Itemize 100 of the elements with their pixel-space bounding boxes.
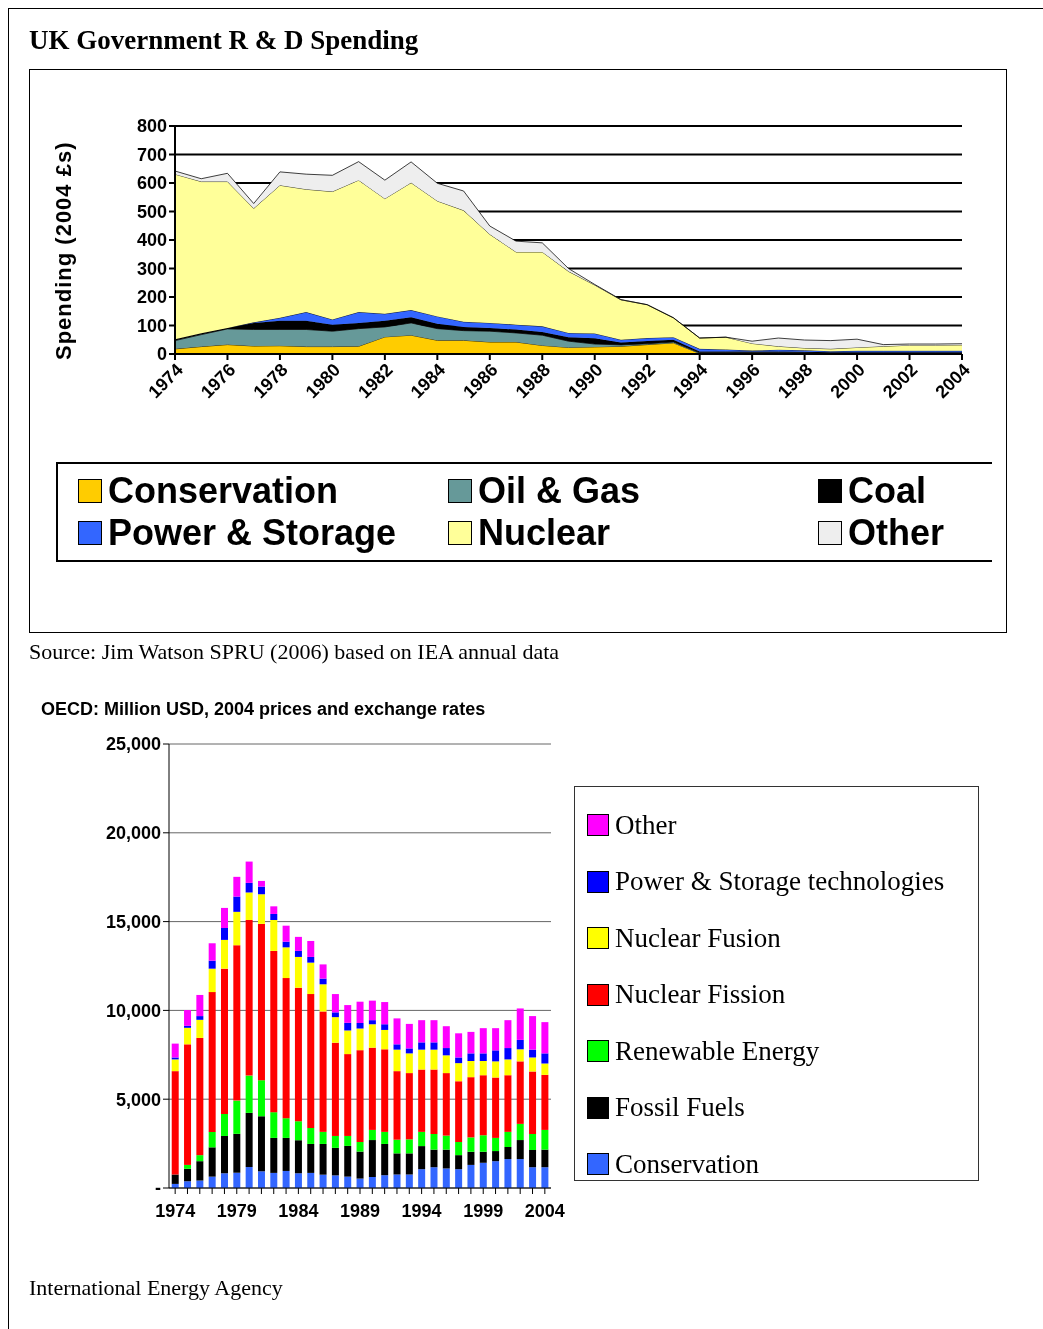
bar: [184, 1168, 192, 1182]
bar: [307, 994, 315, 1128]
bar: [455, 1033, 463, 1058]
bar: [479, 1151, 487, 1163]
bar: [221, 1113, 228, 1136]
bar: [307, 1143, 315, 1173]
x-tick-label: 1989: [339, 1200, 381, 1221]
source-note: Source: Jim Watson SPRU (2006) based on IEA annual data: [29, 639, 560, 665]
bar: [356, 1023, 364, 1029]
bar: [221, 1173, 228, 1188]
legend-label: Conservation: [108, 470, 339, 512]
bar: [257, 1080, 265, 1117]
bar: [221, 1135, 228, 1174]
bar: [492, 1137, 500, 1152]
bar: [405, 1053, 413, 1074]
bar: [319, 1174, 327, 1188]
bar: [492, 1050, 500, 1062]
bar: [196, 994, 204, 1017]
bar: [257, 923, 265, 1081]
bar: [430, 1049, 438, 1070]
bar: [208, 968, 216, 993]
bar: [270, 1137, 278, 1173]
bar: [442, 1055, 450, 1074]
bar: [282, 1118, 290, 1138]
y-tick-label: 5,000: [115, 1089, 161, 1110]
bar: [307, 956, 315, 963]
bar: [393, 1018, 401, 1045]
bar: [405, 1023, 413, 1049]
bar: [430, 1020, 438, 1043]
bar: [233, 1172, 241, 1188]
bar: [504, 1048, 512, 1060]
legend-label: Nuclear Fission: [615, 979, 786, 1011]
bar: [356, 1028, 364, 1051]
bar: [184, 1027, 192, 1045]
bar: [541, 1063, 549, 1075]
bar: [245, 920, 253, 1076]
bar: [442, 1168, 450, 1188]
bar: [479, 1162, 487, 1188]
bar: [393, 1139, 401, 1154]
legend-label: Coal: [848, 470, 927, 512]
bar: [344, 1054, 352, 1136]
bar: [418, 1049, 426, 1070]
bar: [221, 968, 228, 1114]
bar: [307, 962, 315, 995]
bar: [479, 1053, 487, 1062]
bar: [455, 1063, 463, 1082]
bar: [529, 1071, 537, 1135]
bar: [331, 1042, 339, 1136]
bar: [368, 1024, 376, 1048]
bar: [294, 950, 302, 957]
bar: [307, 940, 315, 957]
bar: [282, 925, 290, 942]
bar: [442, 1149, 450, 1169]
bar: [529, 1016, 537, 1050]
bar: [344, 1022, 352, 1031]
bar: [184, 1164, 192, 1169]
legend-label: Nuclear: [478, 512, 611, 554]
bar: [479, 1135, 487, 1152]
bar: [171, 1174, 179, 1184]
bar: [294, 1140, 302, 1174]
bar: [221, 939, 228, 969]
bar: [208, 1131, 216, 1148]
bar: [492, 1061, 500, 1078]
legend-label: Fossil Fuels: [615, 1092, 745, 1124]
bar: [529, 1134, 537, 1150]
bar: [504, 1020, 512, 1049]
bar: [208, 960, 216, 969]
legend-label: Power & Storage technologies: [615, 866, 945, 898]
bar: [196, 1037, 204, 1156]
bar: [492, 1161, 500, 1188]
bar: [442, 1135, 450, 1150]
y-tick-label: 10,000: [105, 1000, 161, 1021]
bar: [516, 1039, 524, 1050]
bar: [393, 1153, 401, 1175]
bar: [467, 1061, 475, 1078]
bar: [270, 906, 278, 914]
bar: [418, 1146, 426, 1170]
bar: [455, 1057, 463, 1064]
y-tick-label: 200: [136, 287, 167, 308]
bar: [504, 1159, 512, 1188]
bar: [368, 1047, 376, 1130]
bar: [233, 1100, 241, 1134]
bar: [479, 1061, 487, 1076]
bar: [381, 1143, 389, 1176]
bar: [504, 1146, 512, 1160]
bar: [381, 1175, 389, 1188]
y-tick-label: 20,000: [105, 823, 161, 844]
bar: [405, 1048, 413, 1054]
bar: [541, 1149, 549, 1168]
bar: [184, 1010, 192, 1026]
y-tick-label: 400: [136, 230, 167, 251]
bar: [245, 1075, 253, 1113]
bar: [516, 1140, 524, 1160]
bar: [331, 1175, 339, 1188]
bar: [479, 1028, 487, 1054]
bar: [541, 1129, 549, 1150]
bar: [319, 1131, 327, 1144]
chart-title: OECD: Million USD, 2004 prices and exchange rates: [41, 699, 486, 720]
bar: [331, 1147, 339, 1176]
bar: [344, 1145, 352, 1177]
